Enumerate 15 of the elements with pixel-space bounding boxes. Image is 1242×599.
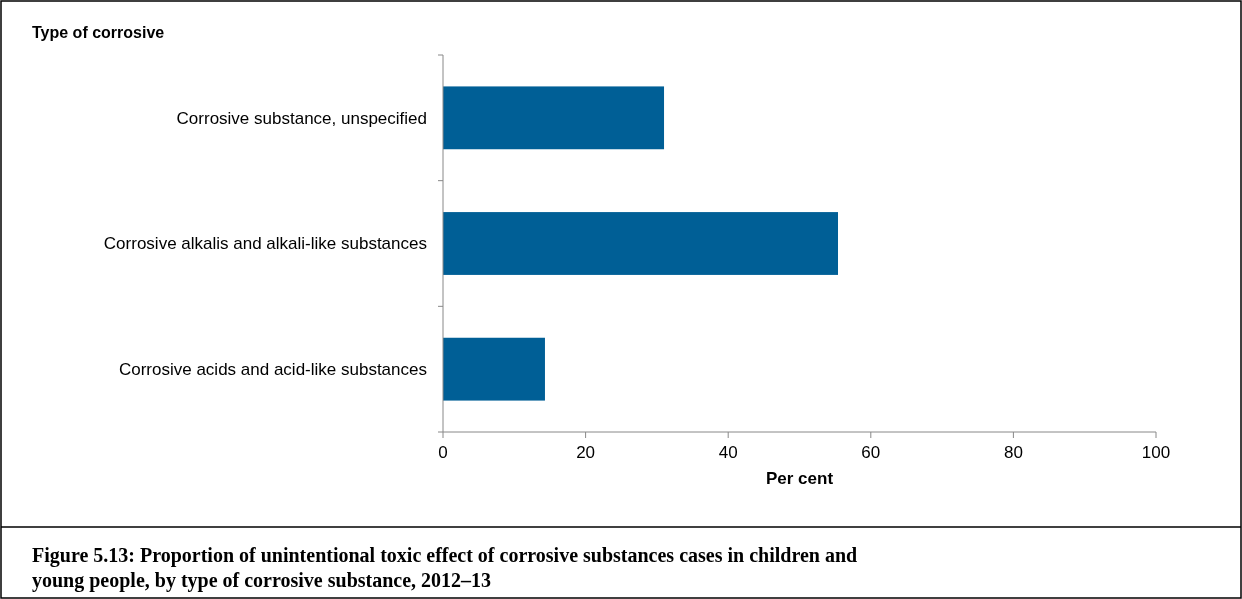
text: Figure 5.13: Proportion of unintentional toxic effect of corrosive substances cases in children and young people, by type of corrosive substance, 2012–13 xyxy=(32,544,858,592)
x-tick-label: 0 xyxy=(438,443,448,462)
y-axis-title: Type of corrosive xyxy=(32,24,165,41)
x-tick-label: 40 xyxy=(718,443,738,462)
x-axis-title: Per cent xyxy=(765,468,834,488)
y-tick-label: Corrosive acids and acid-like substances xyxy=(118,360,427,380)
y-tick-label: Corrosive alkalis and alkali-like substances xyxy=(103,234,427,254)
bar xyxy=(443,337,545,401)
x-tick-label: 20 xyxy=(576,443,596,462)
x-tick-label: 100 xyxy=(1141,443,1171,462)
x-tick-label: 60 xyxy=(861,443,881,462)
bar xyxy=(443,86,665,150)
bar xyxy=(443,212,838,275)
y-tick-label: Corrosive substance, unspecified xyxy=(176,108,427,128)
x-tick-label: 80 xyxy=(1003,443,1023,462)
